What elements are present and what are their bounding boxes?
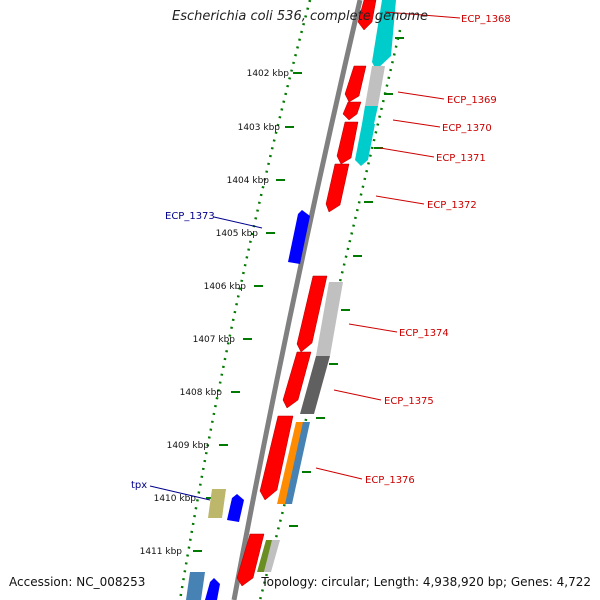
gene-label[interactable]: tpx: [131, 480, 147, 491]
ruler-label: 1410 kbp: [154, 494, 197, 504]
reverse-strand-features: [236, 0, 377, 587]
genome-backbone: [231, 0, 363, 600]
gene-label[interactable]: ECP_1375: [384, 396, 434, 407]
leader-ecp1372: [375, 195, 425, 205]
forward-strand-features: [186, 210, 310, 600]
accession-text: Accession: NC_008253: [9, 575, 146, 589]
ruler-label: 1409 kbp: [167, 441, 210, 451]
cog-boxes: [257, 0, 396, 572]
genes-text: Genes: 4,722: [510, 575, 591, 589]
cog-box-cyan-2: [362, 106, 378, 124]
gene-feature-bottom-blue[interactable]: [205, 578, 220, 600]
cog-box-lightgray-1: [365, 66, 385, 106]
cog-box-darkgray: [300, 356, 330, 414]
gene-labels-forward: ECP_1373 tpx: [131, 211, 215, 491]
gene-label[interactable]: ECP_1373: [165, 211, 215, 222]
gene-feature-ecp1372[interactable]: [325, 163, 350, 213]
outer-ring-ticks: [289, 37, 404, 527]
gene-feature-ecp1369b[interactable]: [342, 101, 362, 121]
gene-labels-reverse: ECP_1368 ECP_1369 ECP_1370 ECP_1371 ECP_…: [365, 14, 511, 486]
cog-box-steelblue-2: [186, 572, 205, 600]
gene-feature-ecp1375[interactable]: [282, 351, 312, 409]
map-title: Escherichia coli 536, complete genome: [172, 9, 428, 24]
ruler-label: 1403 kbp: [238, 123, 281, 133]
leader-ecp1371: [379, 147, 435, 158]
gene-label[interactable]: ECP_1376: [365, 475, 415, 486]
gene-feature-ecp1369a[interactable]: [344, 65, 367, 103]
ruler-label: 1407 kbp: [193, 335, 236, 345]
label-leaders-forward: [149, 216, 263, 501]
leader-ecp1373: [213, 216, 263, 229]
cog-box-orange: [277, 422, 305, 504]
label-leaders: [315, 11, 461, 480]
inner-dotted-ring: [178, 0, 312, 600]
leader-ecp1370: [392, 119, 441, 128]
leader-ecp1368: [384, 11, 461, 19]
cog-box-olive: [257, 540, 273, 572]
gene-label[interactable]: ECP_1368: [461, 14, 511, 25]
leader-ecp1374: [348, 323, 398, 333]
leader-ecp1369: [397, 91, 445, 100]
gene-label[interactable]: ECP_1372: [427, 200, 477, 211]
ruler-ticks: [193, 72, 302, 552]
ruler-label: 1404 kbp: [227, 176, 270, 186]
gene-label[interactable]: ECP_1370: [442, 123, 492, 134]
gene-feature-ecp1377[interactable]: [236, 533, 265, 587]
leader-tpx: [149, 485, 211, 501]
genome-stats: Topology: circular; Length: 4,938,920 bp…: [261, 575, 591, 589]
cog-box-lightgray-2: [316, 282, 343, 356]
gene-label[interactable]: ECP_1369: [447, 95, 497, 106]
cog-box-steelblue: [285, 422, 310, 504]
ruler-label: 1405 kbp: [216, 229, 259, 239]
topology-text: Topology: circular;: [261, 575, 370, 589]
gene-feature-ecp1374[interactable]: [296, 275, 328, 353]
gene-feature-ecp1370[interactable]: [336, 121, 359, 165]
gene-feature-ecp1376[interactable]: [259, 415, 294, 501]
ruler-label: 1408 kbp: [180, 388, 223, 398]
gene-label[interactable]: ECP_1371: [436, 153, 486, 164]
gene-feature-ecp1368[interactable]: [357, 0, 377, 31]
leader-ecp1375: [333, 389, 382, 401]
dotted-ring-guides: [178, 0, 402, 600]
ruler-label: 1402 kbp: [247, 69, 290, 79]
cog-box-cyan-3: [355, 124, 375, 166]
ruler-labels: 1402 kbp 1403 kbp 1404 kbp 1405 kbp 1406…: [140, 69, 290, 557]
gene-feature-tpx[interactable]: [227, 494, 244, 522]
leader-ecp1376: [315, 467, 363, 480]
gene-feature-ecp1373[interactable]: [288, 210, 310, 264]
cog-box-lightgray-3: [264, 540, 280, 572]
cog-box-khaki: [208, 489, 226, 518]
gene-label[interactable]: ECP_1374: [399, 328, 449, 339]
ruler-label: 1411 kbp: [140, 547, 183, 557]
cog-box-cyan-1: [372, 0, 396, 70]
length-text: Length: 4,938,920 bp;: [373, 575, 508, 589]
ruler-label: 1406 kbp: [204, 282, 247, 292]
